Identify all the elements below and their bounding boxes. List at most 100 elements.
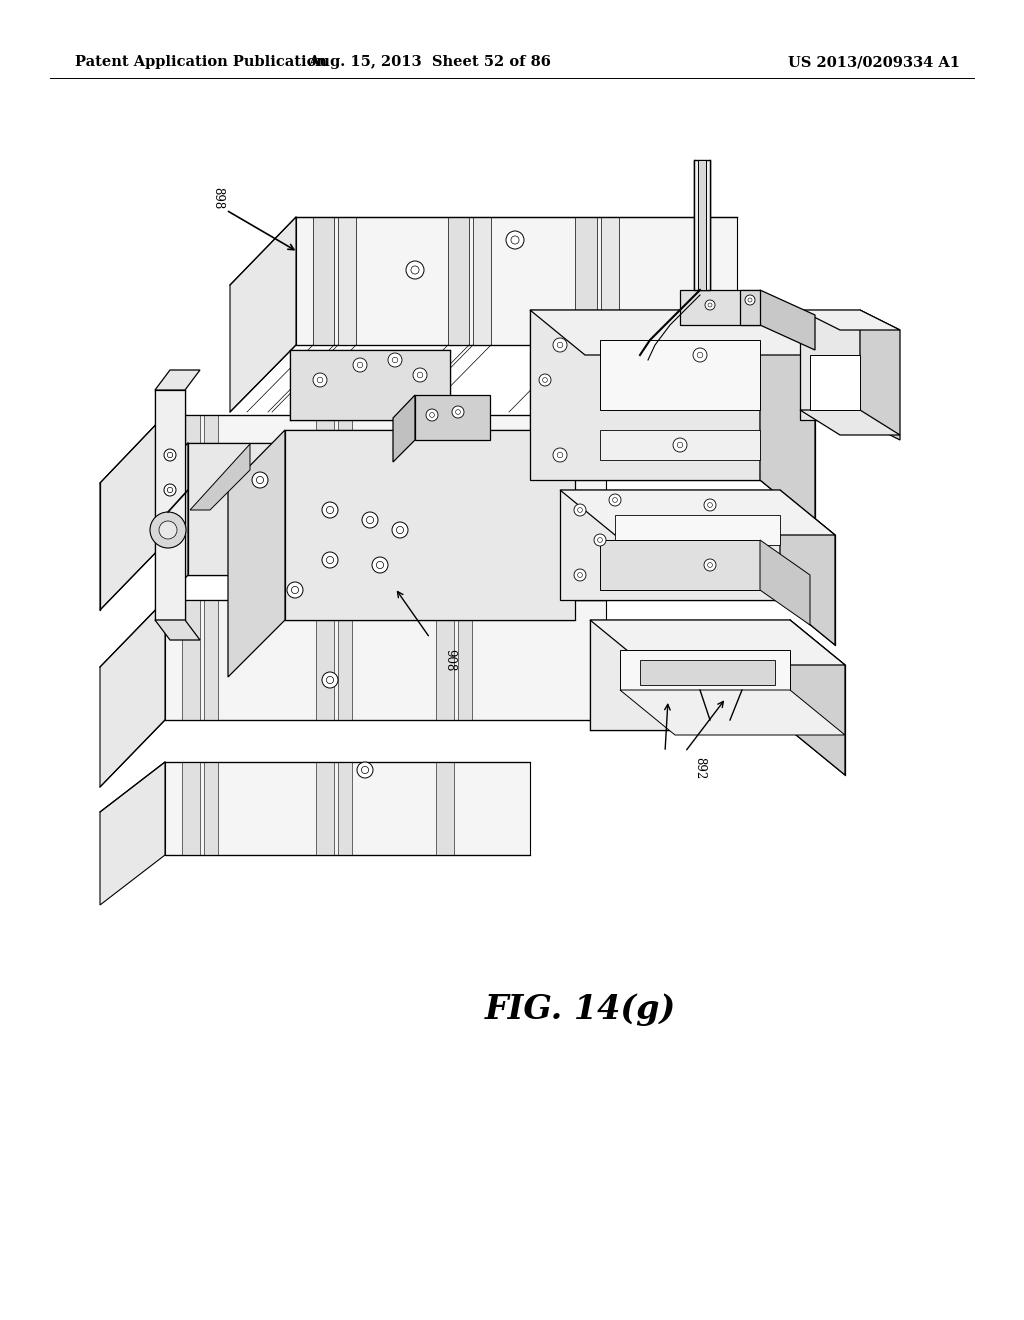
Polygon shape (155, 370, 200, 389)
Circle shape (705, 499, 716, 511)
Circle shape (574, 504, 586, 516)
Polygon shape (640, 660, 775, 685)
Polygon shape (338, 414, 352, 543)
Polygon shape (698, 160, 706, 290)
Circle shape (372, 557, 388, 573)
Circle shape (594, 535, 606, 546)
Polygon shape (165, 444, 188, 598)
Circle shape (553, 447, 567, 462)
Polygon shape (436, 601, 454, 719)
Text: Aug. 15, 2013  Sheet 52 of 86: Aug. 15, 2013 Sheet 52 of 86 (308, 55, 552, 69)
Polygon shape (182, 762, 200, 855)
Circle shape (693, 348, 707, 362)
Polygon shape (338, 216, 356, 345)
Circle shape (287, 582, 303, 598)
Polygon shape (230, 216, 296, 412)
Polygon shape (338, 601, 352, 719)
Polygon shape (473, 216, 490, 345)
Polygon shape (296, 216, 737, 345)
Polygon shape (204, 414, 218, 543)
Circle shape (388, 352, 402, 367)
Polygon shape (800, 411, 900, 436)
Polygon shape (449, 216, 469, 345)
Polygon shape (530, 310, 760, 480)
Polygon shape (228, 430, 285, 677)
Circle shape (322, 502, 338, 517)
Circle shape (252, 473, 268, 488)
Polygon shape (165, 414, 606, 543)
Polygon shape (790, 620, 845, 775)
Polygon shape (436, 762, 454, 855)
Polygon shape (436, 414, 454, 543)
Polygon shape (100, 762, 165, 906)
Circle shape (322, 672, 338, 688)
Polygon shape (601, 216, 618, 345)
Polygon shape (155, 389, 185, 620)
Text: 898: 898 (212, 187, 224, 209)
Circle shape (426, 409, 438, 421)
Polygon shape (100, 414, 165, 610)
Polygon shape (204, 762, 218, 855)
Circle shape (705, 300, 715, 310)
Circle shape (609, 494, 621, 506)
Polygon shape (316, 762, 334, 855)
Circle shape (705, 558, 716, 572)
Polygon shape (600, 540, 760, 590)
Circle shape (159, 521, 177, 539)
Circle shape (362, 512, 378, 528)
Polygon shape (860, 310, 900, 440)
Polygon shape (458, 601, 472, 719)
Polygon shape (694, 160, 710, 290)
Circle shape (673, 438, 687, 451)
Polygon shape (590, 620, 845, 665)
Circle shape (413, 368, 427, 381)
Polygon shape (165, 601, 606, 719)
Circle shape (506, 231, 524, 249)
Polygon shape (316, 414, 334, 543)
Polygon shape (760, 290, 815, 350)
Circle shape (406, 261, 424, 279)
Polygon shape (188, 444, 505, 576)
Polygon shape (182, 414, 200, 543)
Polygon shape (780, 490, 835, 645)
Polygon shape (285, 430, 575, 620)
Circle shape (353, 358, 367, 372)
Circle shape (539, 374, 551, 385)
Circle shape (150, 512, 186, 548)
Polygon shape (560, 490, 780, 601)
Polygon shape (740, 290, 760, 325)
Text: 908: 908 (443, 649, 457, 671)
Polygon shape (415, 395, 490, 440)
Polygon shape (590, 620, 790, 730)
Polygon shape (393, 395, 415, 462)
Polygon shape (800, 310, 900, 330)
Polygon shape (680, 290, 760, 325)
Circle shape (164, 449, 176, 461)
Circle shape (164, 484, 176, 496)
Polygon shape (313, 216, 334, 345)
Polygon shape (620, 649, 790, 690)
Text: FIG. 14(g): FIG. 14(g) (484, 994, 676, 1027)
Polygon shape (810, 355, 860, 411)
Polygon shape (100, 601, 165, 787)
Polygon shape (316, 601, 334, 719)
Circle shape (322, 552, 338, 568)
Polygon shape (155, 620, 200, 640)
Circle shape (553, 338, 567, 352)
Polygon shape (182, 601, 200, 719)
Circle shape (313, 374, 327, 387)
Polygon shape (458, 414, 472, 543)
Polygon shape (190, 444, 250, 510)
Circle shape (392, 521, 408, 539)
Polygon shape (575, 216, 597, 345)
Polygon shape (760, 310, 815, 525)
Polygon shape (600, 341, 760, 411)
Polygon shape (530, 310, 815, 355)
Text: 892: 892 (693, 756, 707, 779)
Polygon shape (620, 690, 845, 735)
Polygon shape (204, 601, 218, 719)
Circle shape (357, 762, 373, 777)
Polygon shape (290, 350, 450, 420)
Circle shape (574, 569, 586, 581)
Circle shape (745, 294, 755, 305)
